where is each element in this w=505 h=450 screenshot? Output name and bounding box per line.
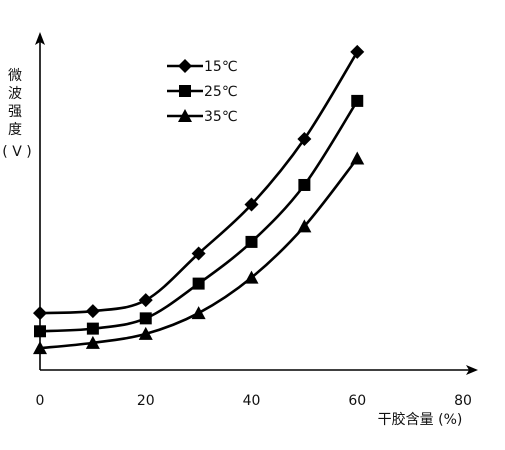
- data-point-s2-0: [33, 341, 47, 355]
- x-tick-label: 80: [454, 393, 472, 409]
- data-point-s0-4: [244, 197, 259, 212]
- y-axis-arrow: [35, 32, 45, 45]
- data-point-s1-6: [351, 94, 364, 107]
- data-point-s1-4: [245, 235, 258, 248]
- y-axis-label-char: 波: [8, 86, 22, 102]
- data-point-s2-5: [297, 219, 312, 233]
- data-point-s1-5: [298, 178, 311, 191]
- data-point-s2-3: [191, 306, 206, 320]
- series-layer: [33, 44, 365, 355]
- x-axis-label: 干胶含量 (%): [378, 411, 463, 428]
- data-point-s1-2: [139, 312, 152, 325]
- y-axis-label-char: 度: [8, 122, 22, 138]
- data-point-s2-1: [85, 335, 100, 349]
- data-point-s2-6: [350, 151, 365, 165]
- tick-labels: 0 20 40 60 80: [36, 393, 472, 409]
- legend-marker-0: [178, 59, 192, 73]
- x-tick-label: 20: [137, 393, 155, 409]
- data-point-s1-0: [34, 325, 46, 338]
- y-axis-unit: ( V ): [2, 144, 31, 160]
- data-point-s1-1: [86, 322, 99, 335]
- data-point-s0-0: [33, 306, 47, 321]
- y-axis-label-char: 微: [8, 68, 22, 84]
- legend: 15℃ 25℃ 35℃: [167, 59, 238, 125]
- x-tick-label: 40: [243, 393, 261, 409]
- legend-marker-1: [179, 85, 191, 97]
- data-point-s0-1: [85, 304, 100, 319]
- data-point-s0-3: [191, 246, 206, 261]
- x-axis-arrow: [466, 365, 478, 375]
- data-point-s2-2: [138, 326, 153, 340]
- data-point-s0-2: [138, 293, 153, 308]
- legend-label-0: 15℃: [204, 59, 238, 75]
- legend-label-1: 25℃: [204, 84, 238, 100]
- series-line-1: [39, 100, 359, 333]
- data-point-s2-4: [244, 270, 259, 284]
- x-tick-label: 0: [36, 393, 45, 409]
- y-axis-label-char: 强: [8, 104, 22, 120]
- legend-marker-2: [178, 109, 192, 122]
- data-point-s1-3: [192, 277, 205, 290]
- legend-label-2: 35℃: [204, 109, 238, 125]
- data-point-s0-6: [350, 44, 365, 59]
- data-point-s0-5: [297, 131, 312, 146]
- x-tick-label: 60: [348, 393, 366, 409]
